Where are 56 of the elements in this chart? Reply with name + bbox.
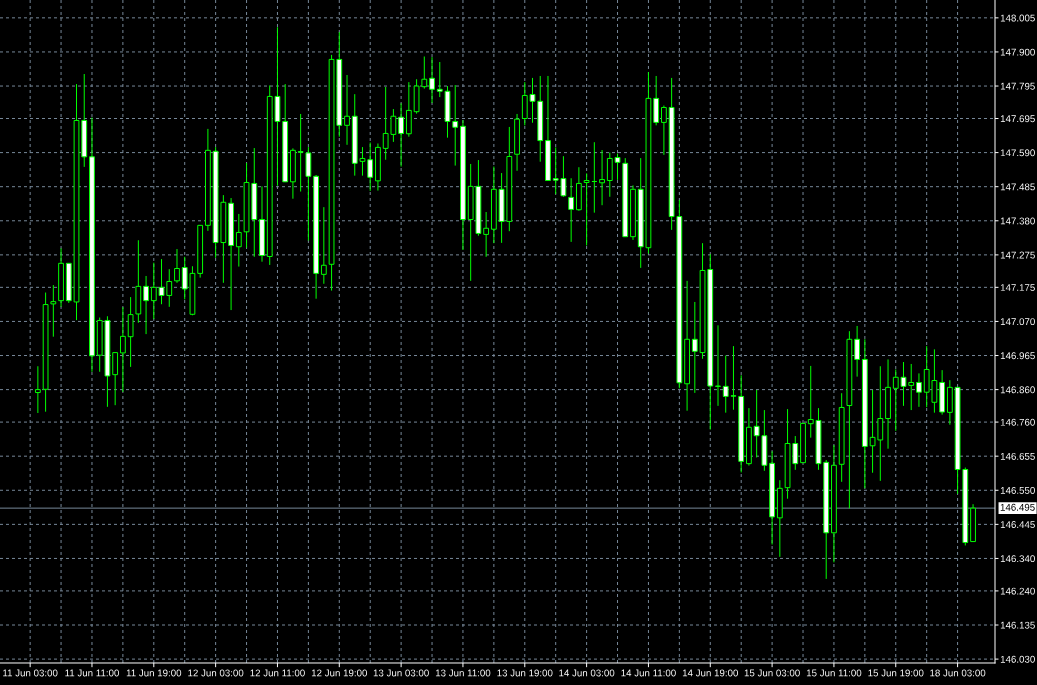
y-tick-label: 146.240 — [1000, 587, 1035, 595]
x-tick-label: 14 Jun 03:00 — [559, 669, 615, 677]
x-tick-label: 15 Jun 19:00 — [868, 669, 924, 677]
y-tick-label: 148.005 — [1000, 14, 1035, 22]
x-tick-label: 15 Jun 11:00 — [806, 669, 862, 677]
ref-line-label: 146.495 — [1000, 503, 1035, 511]
y-tick-label: 147.795 — [1000, 82, 1035, 90]
y-tick-label: 147.900 — [1000, 48, 1035, 56]
x-tick-label: 15 Jun 03:00 — [744, 669, 800, 677]
candlestick — [405, 81, 412, 138]
candlestick — [599, 149, 605, 206]
y-tick-label: 146.030 — [1000, 655, 1035, 663]
y-tick-label: 147.590 — [1000, 149, 1035, 157]
candlestick — [568, 177, 575, 243]
y-tick-label: 147.175 — [1000, 284, 1035, 291]
candlestick — [916, 372, 922, 408]
x-tick-label: 11 Jun 11:00 — [65, 669, 119, 677]
x-tick-label: 18 Jun 03:00 — [930, 669, 986, 677]
candlestick — [235, 213, 242, 268]
y-tick-label: 147.380 — [1000, 217, 1035, 225]
candlestick — [119, 306, 126, 393]
y-tick-label: 146.965 — [1000, 352, 1035, 360]
candlestick — [583, 172, 590, 246]
candlestick — [320, 206, 327, 285]
x-tick-label: 12 Jun 19:00 — [311, 669, 368, 677]
x-tick-label: 11 Jun 03:00 — [3, 669, 58, 677]
y-tick-label: 146.655 — [1000, 452, 1035, 460]
y-tick-label: 147.070 — [1000, 318, 1035, 326]
y-tick-label: 146.860 — [1000, 386, 1035, 394]
y-tick-label: 146.340 — [1000, 555, 1035, 563]
candlestick — [429, 56, 435, 104]
x-tick-label: 13 Jun 11:00 — [435, 669, 491, 677]
x-tick-label: 14 Jun 19:00 — [682, 669, 739, 677]
candlestick — [398, 102, 405, 168]
x-tick-label: 14 Jun 11:00 — [621, 669, 676, 677]
y-tick-label: 146.135 — [1000, 621, 1035, 629]
y-tick-label: 146.760 — [1000, 418, 1035, 426]
x-tick-label: 13 Jun 03:00 — [373, 669, 429, 677]
x-tick-label: 11 Jun 19:00 — [126, 669, 182, 677]
y-tick-label: 146.550 — [1000, 487, 1035, 494]
x-tick-label: 12 Jun 03:00 — [188, 669, 244, 677]
candlestick — [112, 352, 119, 406]
candlestick — [344, 74, 350, 146]
candlestick — [34, 365, 41, 414]
y-tick-label: 147.695 — [1000, 115, 1035, 123]
candlestick — [174, 248, 180, 284]
y-tick-label: 146.445 — [1000, 521, 1035, 528]
y-tick-label: 147.485 — [1000, 183, 1035, 191]
candlestick — [143, 275, 149, 335]
y-tick-label: 147.275 — [1000, 251, 1035, 259]
candlestick — [661, 105, 667, 156]
x-tick-label: 12 Jun 11:00 — [250, 669, 305, 677]
candlestick — [715, 324, 721, 407]
x-tick-label: 13 Jun 19:00 — [497, 669, 553, 677]
candlestick — [483, 211, 490, 258]
candlestick — [854, 325, 861, 378]
